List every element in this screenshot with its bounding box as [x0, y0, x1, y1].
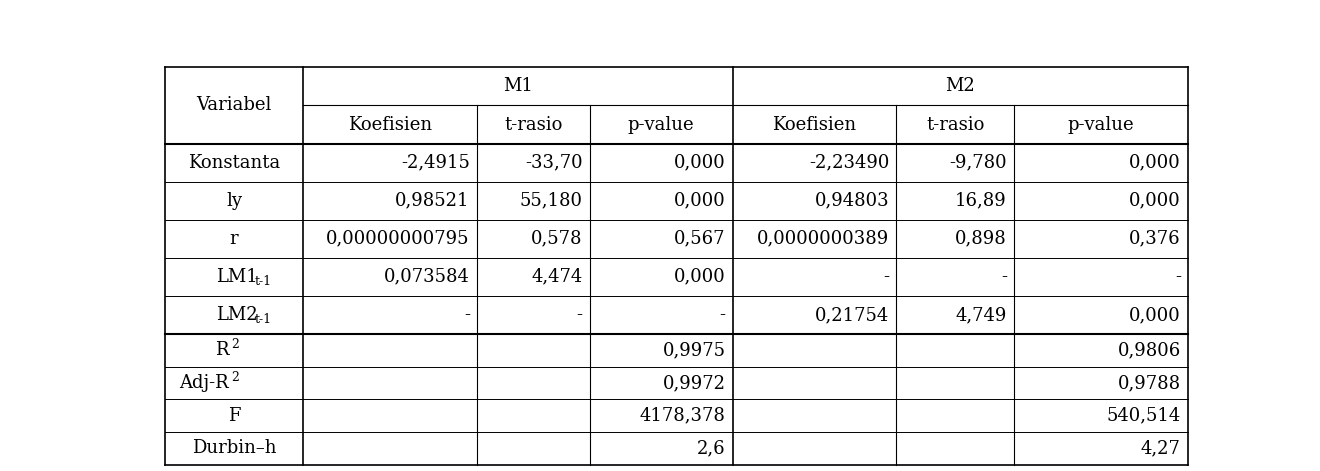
- Text: 0,000: 0,000: [673, 192, 726, 210]
- Text: 0,000: 0,000: [673, 154, 726, 171]
- Text: 2: 2: [231, 371, 239, 383]
- Text: Konstanta: Konstanta: [187, 154, 280, 171]
- Text: 0,21754: 0,21754: [814, 306, 890, 324]
- Text: ly: ly: [226, 192, 242, 210]
- Text: 540,514: 540,514: [1106, 406, 1181, 424]
- Text: 0,376: 0,376: [1129, 230, 1181, 248]
- Text: -: -: [719, 306, 726, 324]
- Text: -2,23490: -2,23490: [809, 154, 890, 171]
- Text: LM1: LM1: [215, 268, 257, 286]
- Text: -: -: [463, 306, 470, 324]
- Text: 0,000: 0,000: [1129, 306, 1181, 324]
- Text: -9,780: -9,780: [949, 154, 1007, 171]
- Text: R: R: [215, 341, 228, 359]
- Text: 0,000: 0,000: [1129, 192, 1181, 210]
- Text: 0,578: 0,578: [531, 230, 582, 248]
- Text: 4,749: 4,749: [956, 306, 1007, 324]
- Text: F: F: [228, 406, 240, 424]
- Text: t-rasio: t-rasio: [504, 115, 562, 133]
- Text: M2: M2: [945, 77, 975, 96]
- Text: Durbin–h: Durbin–h: [191, 439, 276, 457]
- Text: t-1: t-1: [255, 275, 272, 288]
- Text: p-value: p-value: [628, 115, 694, 133]
- Text: 4,474: 4,474: [531, 268, 582, 286]
- Text: M1: M1: [503, 77, 533, 96]
- Text: 0,073584: 0,073584: [384, 268, 470, 286]
- Text: -2,4915: -2,4915: [401, 154, 470, 171]
- Text: -: -: [577, 306, 582, 324]
- Text: Koefisien: Koefisien: [772, 115, 857, 133]
- Text: -: -: [1175, 268, 1181, 286]
- Text: 0,9806: 0,9806: [1118, 341, 1181, 359]
- Text: p-value: p-value: [1068, 115, 1134, 133]
- Text: 55,180: 55,180: [519, 192, 582, 210]
- Text: 0,898: 0,898: [956, 230, 1007, 248]
- Text: Adj-R: Adj-R: [180, 374, 228, 392]
- Text: 2,6: 2,6: [697, 439, 726, 457]
- Text: 2: 2: [231, 338, 239, 351]
- Text: -33,70: -33,70: [525, 154, 582, 171]
- Text: 4,27: 4,27: [1140, 439, 1181, 457]
- Text: 0,9788: 0,9788: [1118, 374, 1181, 392]
- Text: LM2: LM2: [215, 306, 257, 324]
- Text: Koefisien: Koefisien: [348, 115, 432, 133]
- Text: r: r: [230, 230, 239, 248]
- Text: t-rasio: t-rasio: [927, 115, 985, 133]
- Text: 0,000: 0,000: [1129, 154, 1181, 171]
- Text: -: -: [883, 268, 890, 286]
- Text: 0,9975: 0,9975: [663, 341, 726, 359]
- Text: 0,000: 0,000: [673, 268, 726, 286]
- Text: 0,00000000795: 0,00000000795: [326, 230, 470, 248]
- Text: 0,9972: 0,9972: [663, 374, 726, 392]
- Text: t-1: t-1: [255, 313, 272, 326]
- Text: 0,94803: 0,94803: [814, 192, 890, 210]
- Text: 0,567: 0,567: [675, 230, 726, 248]
- Text: 0,0000000389: 0,0000000389: [758, 230, 890, 248]
- Text: -: -: [1001, 268, 1007, 286]
- Text: 0,98521: 0,98521: [396, 192, 470, 210]
- Text: 16,89: 16,89: [956, 192, 1007, 210]
- Text: 4178,378: 4178,378: [640, 406, 726, 424]
- Text: Variabel: Variabel: [197, 97, 272, 114]
